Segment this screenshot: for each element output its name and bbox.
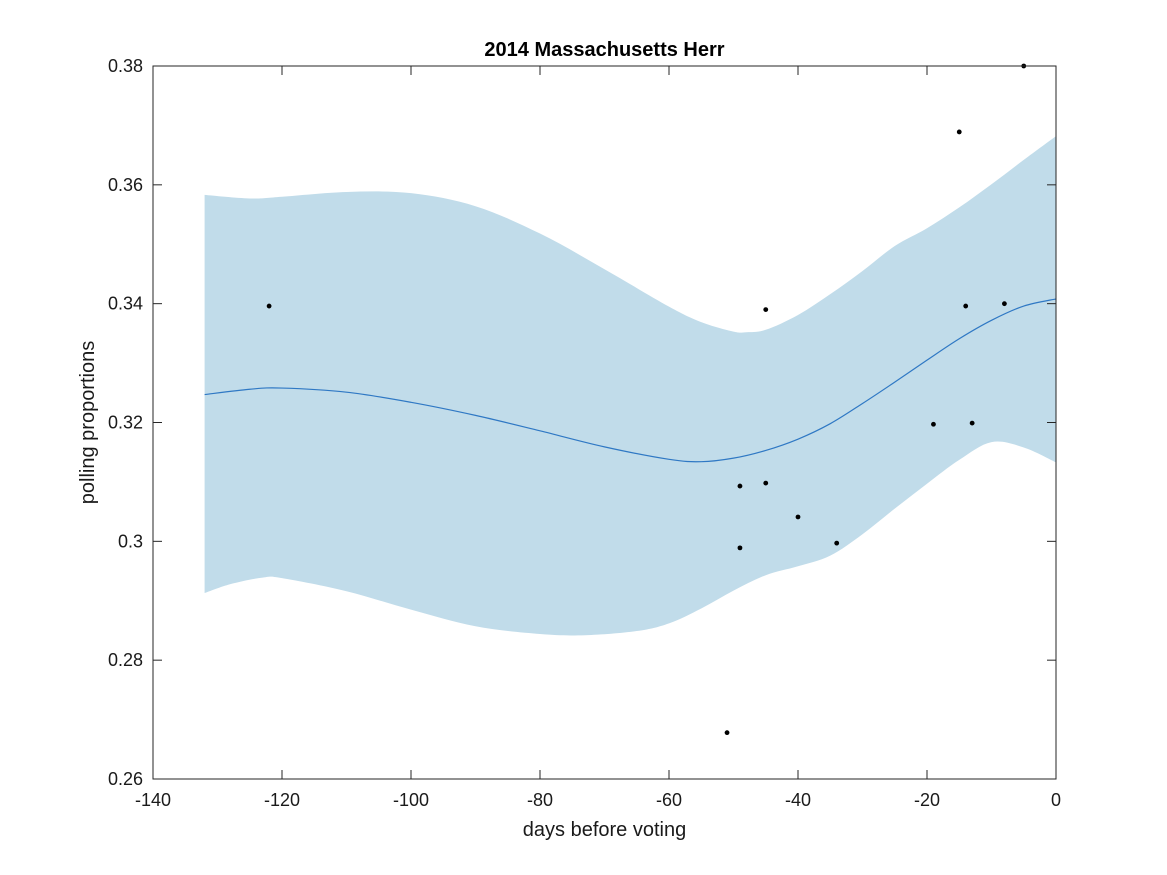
data-point-10 [956,129,962,135]
x-tick-label: -140 [135,790,171,810]
x-tick-label: -100 [393,790,429,810]
data-point-7 [795,514,801,520]
confidence-band [204,136,1057,636]
data-point-3 [737,483,743,489]
y-tick-label: 0.26 [108,769,143,789]
y-tick-label: 0.34 [108,294,143,314]
x-tick-label: -120 [264,790,300,810]
data-point-12 [969,420,975,426]
y-tick-label: 0.28 [108,650,143,670]
data-point-9 [931,421,936,427]
data-point-6 [763,480,769,486]
data-point-8 [834,540,840,546]
x-tick-label: -60 [656,790,682,810]
y-tick-label: 0.38 [108,56,143,76]
axis-ticks: -140 -120 -100 -80 -60 -40 -20 0 0.26 0.28 0.3 0.32… [108,56,1061,810]
y-tick-label: 0.32 [108,413,143,433]
x-tick-label: 0 [1051,790,1061,810]
x-tick-label: -40 [785,790,811,810]
x-tick-label: -20 [914,790,940,810]
y-tick-label: 0.3 [118,531,143,551]
data-point-13 [1002,301,1007,307]
data-point-4 [737,545,743,551]
plot-area [204,63,1057,736]
y-tick-label: 0.36 [108,175,143,195]
data-point-2 [724,730,730,736]
data-point-11 [963,303,969,309]
x-tick-label: -80 [527,790,553,810]
data-point-5 [763,307,769,313]
x-axis-title: days before voting [523,819,686,841]
y-axis-title: polling proportions [77,341,99,504]
data-point-1 [266,303,272,309]
trend-line [204,298,1057,463]
chart-title: 2014 Massachusetts Herr [484,39,724,61]
